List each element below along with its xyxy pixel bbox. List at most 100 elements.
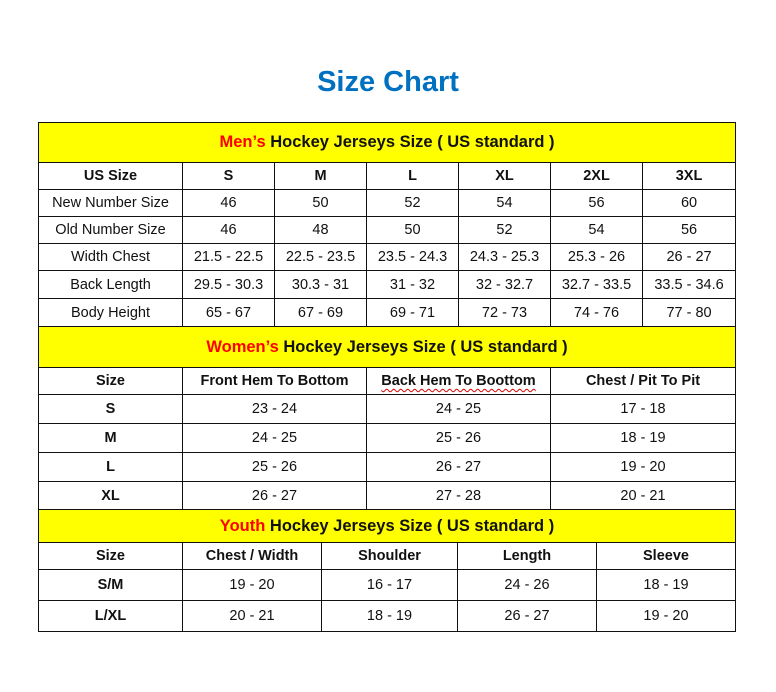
section-heading-text: Hockey Jerseys Size ( US standard ): [278, 337, 568, 356]
table-cell: 25 - 26: [366, 423, 551, 453]
table-cell: 26 - 27: [457, 600, 597, 632]
column-header-label: Chest / Pit To Pit: [585, 373, 701, 389]
table-cell: 30.3 - 31: [274, 270, 367, 299]
men-section-heading: Men’s Hockey Jerseys Size ( US standard …: [37, 122, 737, 163]
table-cell: 56: [550, 189, 643, 217]
table-cell: 54: [458, 189, 551, 217]
table-cell: 52: [458, 216, 551, 244]
table-cell: 72 - 73: [458, 298, 551, 327]
table-cell: 19 - 20: [549, 452, 737, 482]
table-row: S/M 19 - 20 16 - 17 24 - 26 18 - 19: [38, 569, 737, 601]
row-label: S/M: [38, 569, 183, 601]
table-row: Back Length 29.5 - 30.3 30.3 - 31 31 - 32 32…: [38, 270, 737, 299]
column-header-label: Front Hem To Bottom: [200, 373, 349, 389]
row-label: Width Chest: [38, 243, 183, 271]
women-header-row: Size Front Hem To Bottom Back Hem To Boott…: [38, 367, 737, 395]
column-header-label: Size: [95, 548, 125, 564]
row-label: L: [38, 452, 183, 482]
column-header: US Size: [38, 162, 183, 190]
table-cell: 26 - 27: [641, 243, 737, 271]
table-cell: 18 - 19: [549, 423, 737, 453]
column-header: Sleeve: [595, 542, 737, 570]
column-header: Size: [38, 542, 183, 570]
table-row: XL 26 - 27 27 - 28 20 - 21: [38, 481, 737, 510]
column-header-label: L: [408, 168, 417, 184]
youth-section-heading-row: Youth Hockey Jerseys Size ( US standard …: [37, 509, 737, 543]
table-row: Old Number Size 46 48 50 52 54 56: [38, 216, 737, 244]
youth-size-table: Youth Hockey Jerseys Size ( US standard …: [37, 509, 737, 632]
column-header-label: Size: [95, 373, 125, 389]
table-cell: 77 - 80: [641, 298, 737, 327]
column-header-label: XL: [495, 168, 514, 184]
section-heading-accent: Men’s: [219, 133, 266, 151]
row-label: Old Number Size: [38, 216, 183, 244]
column-header: Size: [38, 367, 183, 395]
table-cell: 26 - 27: [366, 452, 551, 482]
section-heading-text: Hockey Jerseys Size ( US standard ): [265, 133, 555, 151]
column-header-label: S: [223, 168, 234, 184]
page-title: Size Chart: [317, 66, 459, 98]
table-cell: 19 - 20: [595, 600, 737, 632]
table-cell: 29.5 - 30.3: [182, 270, 275, 299]
table-cell: 32.7 - 33.5: [550, 270, 643, 299]
table-cell: 25.3 - 26: [550, 243, 643, 271]
column-header: XL: [458, 162, 551, 190]
column-header: Chest / Width: [182, 542, 322, 570]
column-header: 2XL: [550, 162, 643, 190]
table-cell: 67 - 69: [274, 298, 367, 327]
column-header: L: [366, 162, 459, 190]
table-cell: 24 - 25: [182, 423, 367, 453]
table-row: L 25 - 26 26 - 27 19 - 20: [38, 452, 737, 482]
table-row: S 23 - 24 24 - 25 17 - 18: [38, 394, 737, 424]
women-section-heading-row: Women’s Hockey Jerseys Size ( US standar…: [37, 326, 737, 368]
section-heading-accent: Youth: [219, 516, 266, 535]
table-cell: 74 - 76: [550, 298, 643, 327]
table-cell: 23 - 24: [182, 394, 367, 424]
table-cell: 20 - 21: [549, 481, 737, 510]
table-cell: 46: [182, 216, 275, 244]
row-label: L/XL: [38, 600, 183, 632]
men-section-heading-row: Men’s Hockey Jerseys Size ( US standard …: [37, 122, 737, 163]
table-cell: 32 - 32.7: [458, 270, 551, 299]
column-header: M: [274, 162, 367, 190]
table-cell: 27 - 28: [366, 481, 551, 510]
column-header: Front Hem To Bottom: [182, 367, 367, 395]
column-header: Chest / Pit To Pit: [549, 367, 737, 395]
section-heading-accent: Women’s: [206, 337, 279, 356]
table-cell: 48: [274, 216, 367, 244]
column-header-label: 2XL: [583, 168, 610, 184]
row-label: XL: [38, 481, 183, 510]
table-cell: 50: [366, 216, 459, 244]
table-row: L/XL 20 - 21 18 - 19 26 - 27 19 - 20: [38, 600, 737, 632]
youth-header-row: Size Chest / Width Shoulder Length Sleeve: [38, 542, 737, 570]
table-row: Width Chest 21.5 - 22.5 22.5 - 23.5 23.5 - …: [38, 243, 737, 271]
column-header: Length: [457, 542, 597, 570]
youth-section-heading: Youth Hockey Jerseys Size ( US standard …: [37, 509, 737, 543]
column-header: Back Hem To Boottom: [366, 367, 551, 395]
table-cell: 18 - 19: [321, 600, 458, 632]
column-header-label: Chest / Width: [205, 548, 299, 564]
table-cell: 52: [366, 189, 459, 217]
column-header-label: US Size: [83, 168, 138, 184]
mens-size-table: Men’s Hockey Jerseys Size ( US standard …: [37, 122, 737, 327]
column-header: S: [182, 162, 275, 190]
table-cell: 24 - 26: [457, 569, 597, 601]
column-header-label: 3XL: [675, 168, 703, 184]
table-cell: 25 - 26: [182, 452, 367, 482]
table-cell: 65 - 67: [182, 298, 275, 327]
table-row: M 24 - 25 25 - 26 18 - 19: [38, 423, 737, 453]
table-cell: 46: [182, 189, 275, 217]
table-cell: 24.3 - 25.3: [458, 243, 551, 271]
column-header-label: Sleeve: [643, 548, 689, 564]
column-header-label: Shoulder: [358, 548, 421, 564]
column-header-label: M: [314, 168, 327, 184]
table-cell: 18 - 19: [595, 569, 737, 601]
row-label: New Number Size: [38, 189, 183, 217]
table-cell: 31 - 32: [366, 270, 459, 299]
row-label: S: [38, 394, 183, 424]
table-row: New Number Size 46 50 52 54 56 60: [38, 189, 737, 217]
table-cell: 26 - 27: [182, 481, 367, 510]
table-cell: 21.5 - 22.5: [182, 243, 275, 271]
row-label: M: [38, 423, 183, 453]
table-cell: 17 - 18: [549, 394, 737, 424]
